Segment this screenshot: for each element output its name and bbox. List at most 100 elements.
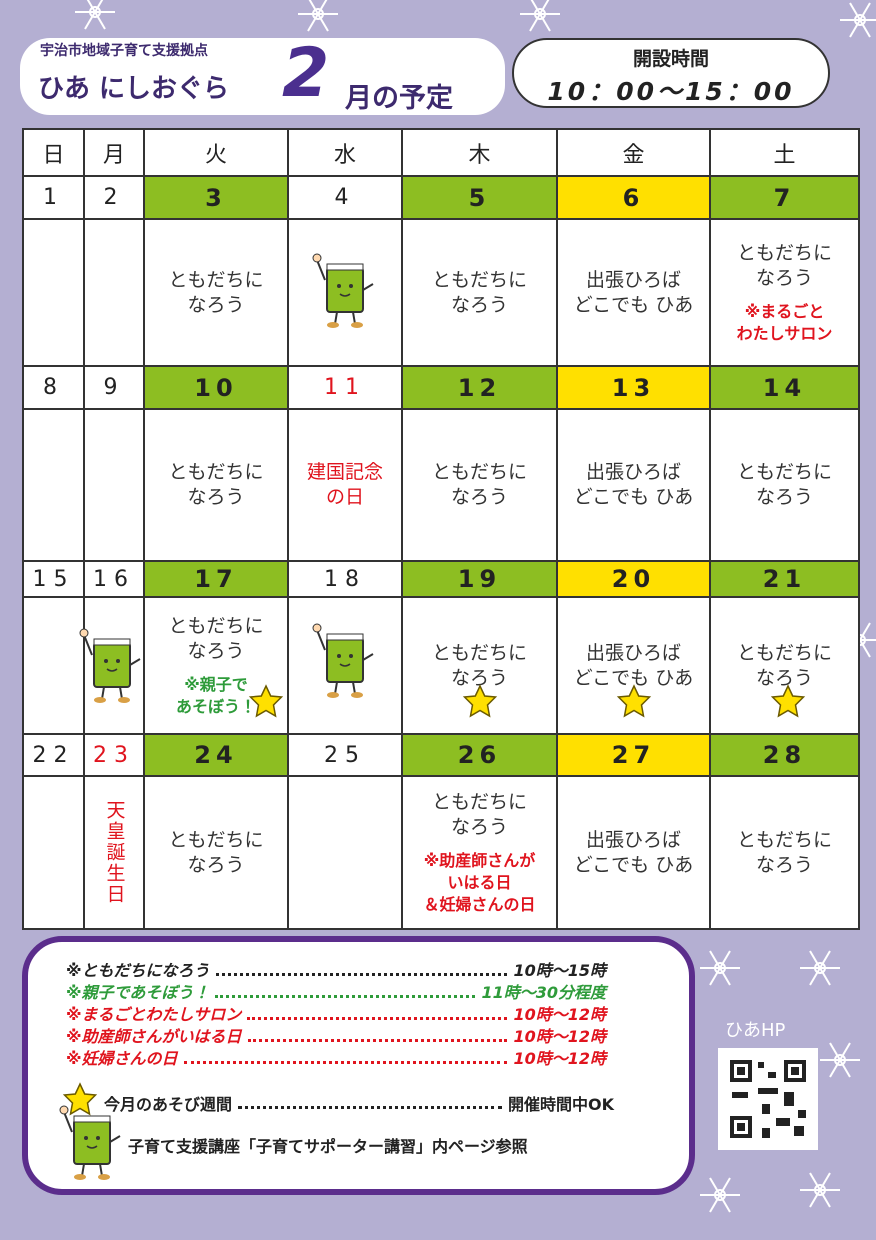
event-text: ともだちに なろう [168, 268, 263, 318]
date-cell: 18 [287, 560, 403, 598]
event-line: なろう [755, 266, 813, 289]
event-text: 出張ひろば どこでも ひあ [574, 828, 693, 878]
event-line: ともだちに [168, 828, 264, 851]
event-line: なろう [450, 486, 508, 508]
date-cell: 14 [709, 365, 860, 410]
note-line: いはる日 [447, 872, 512, 892]
day-cell [83, 596, 145, 735]
star-note: 今月のあそび週間 [104, 1095, 233, 1114]
event-line: どこでも ひあ [573, 486, 694, 508]
event-line: ともだちに [431, 790, 527, 813]
org-name: 宇治市地域子育て支援拠点 [40, 43, 208, 59]
hours-box [512, 38, 830, 108]
day-cell: ともだちに なろう [401, 408, 558, 562]
char-note: 子育て支援講座「子育てサポーター講習」内ページ参照 [128, 1137, 528, 1156]
date-cell: 16 [83, 560, 145, 598]
weekday-header: 月 [83, 128, 145, 177]
legend-name: ※助産師さんがいはる日 [66, 1027, 242, 1046]
date-cell: 1 [22, 175, 85, 220]
date-cell: 13 [556, 365, 711, 410]
event-text: ともだちに なろう [168, 460, 263, 510]
dots [247, 1039, 508, 1042]
date-cell: 25 [287, 733, 403, 777]
event-text: ともだちに なろう [737, 828, 832, 878]
day-cell: 出張ひろばどこでも ひあ [556, 408, 711, 562]
day-cell: ともだちに なろう ※親子で あそぼう！ [143, 596, 289, 735]
day-cell: ともだちに なろう [401, 596, 558, 735]
legend-name: ※妊婦さんの日 [66, 1049, 178, 1068]
event-text: ともだちに なろう [168, 828, 263, 878]
note-line: わたしサロン [736, 323, 833, 343]
day-cell [287, 218, 403, 367]
date-cell: 23 [83, 733, 145, 777]
day-cell: 出張ひろば どこでも ひあ [556, 596, 711, 735]
header-box [20, 38, 505, 115]
date-cell: 10 [143, 365, 289, 410]
date-cell: 19 [401, 560, 558, 598]
note-line: ※親子で [184, 674, 248, 694]
event-line: 出張ひろば [585, 828, 681, 851]
event-line: ともだちに [736, 641, 832, 664]
date-cell: 24 [143, 733, 289, 777]
event-line: なろう [755, 853, 813, 876]
day-cell: ともだちに なろう [709, 408, 860, 562]
legend-time: 10時～15時 [513, 961, 606, 980]
event-line: 天皇誕生日 [103, 800, 126, 905]
day-cell: ともだちに なろう [143, 408, 289, 562]
day-cell [22, 596, 85, 735]
date-cell: 12 [401, 365, 558, 410]
day-cell: ともだちに なろう [401, 218, 558, 367]
weekday-header: 日 [22, 128, 85, 177]
day-cell [287, 775, 403, 930]
event-line: ともだちに [736, 828, 832, 851]
month: 2 [282, 34, 330, 113]
day-cell: ともだちに なろう ※助産師さんが いはる日 ＆妊婦さんの日 [401, 775, 558, 930]
legend-name: ※まるごとわたしサロン [66, 1005, 242, 1024]
day-cell [287, 596, 403, 735]
legend-time: 10時～12時 [513, 1027, 606, 1046]
event-text: 出張ひろばどこでも ひあ [574, 460, 693, 510]
legend-name: ※親子であそぼう！ [66, 983, 210, 1002]
legend-name: ※ともだちになろう [66, 961, 210, 980]
event-text: ともだちに なろう [432, 790, 527, 840]
event-text: 建国記念 の日 [307, 460, 383, 510]
date-cell: 21 [709, 560, 860, 598]
dots [247, 1017, 508, 1020]
date-cell: 28 [709, 733, 860, 777]
legend-item: ※助産師さんがいはる日 10時～12時 [66, 1026, 606, 1048]
event-line: ともだちに [168, 614, 264, 637]
dots [215, 995, 476, 998]
dots [215, 973, 508, 976]
date-cell: 27 [556, 733, 711, 777]
weekday-header: 金 [556, 128, 711, 177]
day-cell: ともだちに なろう [709, 596, 860, 735]
event-line: の日 [325, 486, 364, 508]
center-name: ひあ にしおぐら [38, 74, 230, 104]
day-cell: ともだちに なろう [143, 775, 289, 930]
weekday-header: 木 [401, 128, 558, 177]
event-line: なろう [450, 666, 508, 689]
day-cell: 出張ひろば どこでも ひあ [556, 218, 711, 367]
note-line: ※まるごと [744, 301, 825, 321]
event-text: 出張ひろば どこでも ひあ [574, 641, 693, 691]
legend-item: ※ともだちになろう 10時～15時 [66, 960, 606, 982]
date-cell: 5 [401, 175, 558, 220]
weekday-header: 水 [287, 128, 403, 177]
legend-box [22, 936, 695, 1195]
date-cell: 11 [287, 365, 403, 410]
event-text: ともだちに なろう [737, 641, 832, 691]
event-line: ともだちに [431, 641, 527, 664]
event-line: 出張ひろば [585, 461, 681, 483]
date-cell: 20 [556, 560, 711, 598]
date-cell: 15 [22, 560, 85, 598]
day-cell: 出張ひろば どこでも ひあ [556, 775, 711, 930]
date-cell: 17 [143, 560, 289, 598]
day-cell [22, 218, 85, 367]
date-cell: 22 [22, 733, 85, 777]
weekday-header: 土 [709, 128, 860, 177]
legend-item: ※まるごとわたしサロン 10時～12時 [66, 1004, 606, 1026]
event-text: 出張ひろば どこでも ひあ [574, 268, 693, 318]
event-line: どこでも ひあ [573, 853, 694, 876]
qr-code [718, 1048, 818, 1150]
